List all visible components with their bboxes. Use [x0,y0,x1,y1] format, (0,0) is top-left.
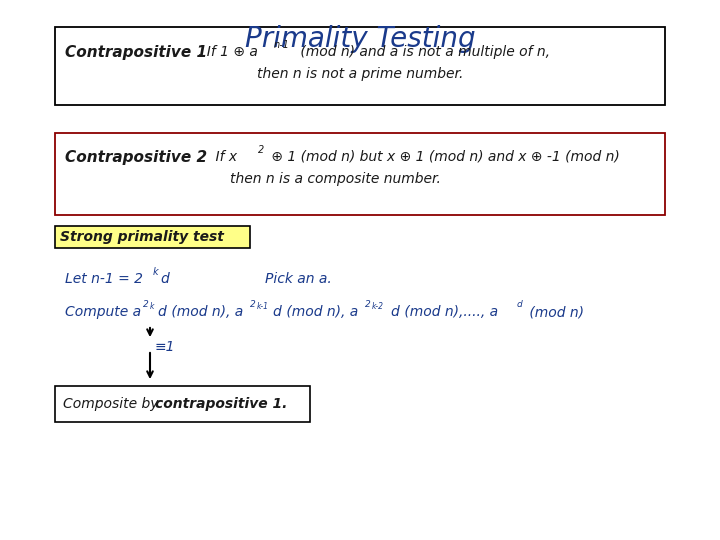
Text: d: d [157,305,166,319]
Text: Contrapositive 2: Contrapositive 2 [65,150,207,165]
Text: d: d [390,305,399,319]
Text: k-1: k-1 [257,302,269,311]
Text: ⊕ 1 (mod n) but x ⊕ 1 (mod n) and x ⊕ -1 (mod n): ⊕ 1 (mod n) but x ⊕ 1 (mod n) and x ⊕ -1… [267,150,620,164]
Text: d: d [517,300,523,309]
Text: contrapositive 1.: contrapositive 1. [155,397,287,411]
Text: (mod n): (mod n) [525,305,584,319]
Text: n-1: n-1 [274,40,290,50]
Bar [55,133,665,215]
Text: Compute a: Compute a [65,305,141,319]
Text: (mod n), a: (mod n), a [282,305,359,319]
Text: 2: 2 [143,300,149,309]
Text: d: d [160,272,168,286]
Text: ≡1: ≡1 [155,340,176,354]
Text: 2: 2 [250,300,256,309]
Text: 2: 2 [365,300,371,309]
Text: d: d [272,305,281,319]
Text: (mod n),...., a: (mod n),...., a [400,305,498,319]
Text: (mod n) and a is not a multiple of n,: (mod n) and a is not a multiple of n, [296,45,550,59]
Text: 2: 2 [258,145,264,155]
Bar [55,226,250,248]
Text: Primality Testing: Primality Testing [245,25,475,53]
Text: Let n-1 = 2: Let n-1 = 2 [65,272,143,286]
Text: Pick an a.: Pick an a. [265,272,332,286]
Bar [55,386,310,422]
Text: (mod n), a: (mod n), a [167,305,243,319]
Text: .   If x: . If x [198,150,237,164]
Text: . If 1 ⊕ a: . If 1 ⊕ a [198,45,258,59]
Text: then n is not a prime number.: then n is not a prime number. [257,67,463,81]
Text: Composite by: Composite by [63,397,163,411]
Bar [55,27,665,105]
Text: then n is a composite number.: then n is a composite number. [230,172,441,186]
Text: Strong primality test: Strong primality test [60,230,224,244]
Text: k-2: k-2 [372,302,384,311]
Text: k: k [150,302,154,311]
Text: k: k [153,267,158,277]
Text: Contrapositive 1: Contrapositive 1 [65,45,207,60]
